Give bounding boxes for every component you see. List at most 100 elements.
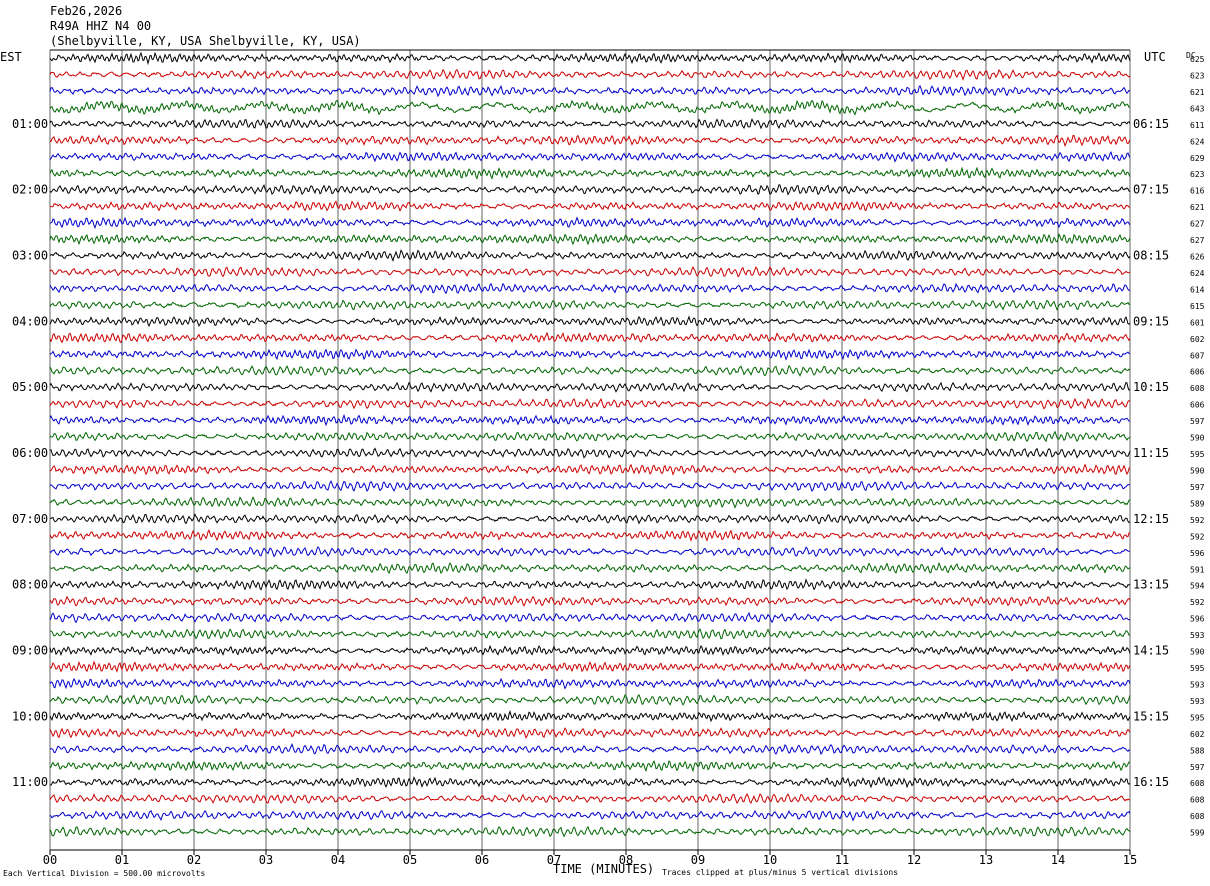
trace-group [49, 51, 1131, 838]
right-hour-label: 16:15 [1133, 775, 1169, 789]
seismic-trace-row [49, 299, 1131, 311]
x-tick-labels: 00 01 02 03 04 05 06 07 08 09 10 11 12 13 14 15 [43, 853, 1137, 867]
right-hour-label: 09:15 [1133, 314, 1169, 328]
dc-offset-value: 626 [1190, 253, 1205, 262]
right-hour-label: 11:15 [1133, 446, 1169, 460]
x-tick-label: 03 [259, 853, 273, 867]
dc-offset-value: 591 [1190, 565, 1205, 574]
dc-offset-value: 607 [1190, 351, 1205, 360]
seismic-trace-row [49, 742, 1131, 756]
x-tick-label: 05 [403, 853, 417, 867]
left-hour-label: 08:00 [12, 578, 48, 592]
dc-offset-value: 615 [1190, 302, 1205, 311]
dc-offset-value: 599 [1190, 829, 1205, 838]
seismic-trace-row [49, 183, 1131, 196]
dc-offset-value: 590 [1190, 648, 1205, 657]
dc-offset-value: 602 [1190, 730, 1205, 739]
x-tick-label: 11 [835, 853, 849, 867]
seismic-trace-row [49, 99, 1131, 116]
dc-offset-value: 601 [1190, 318, 1205, 327]
x-tick-label: 10 [763, 853, 777, 867]
right-hour-label: 10:15 [1133, 380, 1169, 394]
x-tick-label: 07 [547, 853, 561, 867]
seismic-trace-row [49, 628, 1131, 640]
left-hour-label: 01:00 [12, 117, 48, 131]
seismic-trace-row [49, 282, 1131, 295]
seismic-trace-row [49, 68, 1131, 81]
x-tick-label: 13 [979, 853, 993, 867]
dc-offset-value: 616 [1190, 187, 1205, 196]
dc-offset-value: 588 [1190, 746, 1205, 755]
dc-offset-value: 595 [1190, 450, 1205, 459]
seismic-trace-row [49, 265, 1131, 278]
seismic-trace-row [49, 644, 1131, 657]
seismic-trace-row [49, 513, 1131, 525]
dc-offset-value: 606 [1190, 401, 1205, 410]
clip-note: Traces clipped at plus/minus 5 vertical … [662, 868, 898, 877]
right-hour-label: 13:15 [1133, 578, 1169, 592]
seismic-trace-row [49, 51, 1131, 66]
dc-offset-value: 590 [1190, 434, 1205, 443]
dc-offset-value: 608 [1190, 796, 1205, 805]
station-location: (Shelbyville, KY, USA Shelbyville, KY, U… [50, 34, 361, 48]
dc-offset-value: 592 [1190, 598, 1205, 607]
dc-offset-value: 643 [1190, 104, 1205, 113]
dc-offset-value: 614 [1190, 285, 1205, 294]
seismic-trace-row [49, 809, 1131, 822]
seismic-trace-row [49, 134, 1131, 147]
x-tick-label: 14 [1051, 853, 1065, 867]
dc-offset-value: 594 [1190, 582, 1205, 591]
x-tick-label: 06 [475, 853, 489, 867]
left-hour-label: 04:00 [12, 314, 48, 328]
x-axis-title: TIME (MINUTES) [553, 862, 654, 876]
seismic-trace-row [49, 694, 1131, 706]
seismic-trace-row [49, 546, 1131, 558]
seismic-trace-row [49, 710, 1131, 723]
seismic-trace-row [49, 200, 1131, 212]
dc-offset-labels: 625 623 621 643 611 624 629 623 616 621 627 627 626 6… [1190, 55, 1205, 838]
right-hour-label: 12:15 [1133, 512, 1169, 526]
dc-offset-value: 608 [1190, 812, 1205, 821]
dc-offset-value: 597 [1190, 763, 1205, 772]
right-timezone-label: UTC [1144, 50, 1166, 64]
dc-offset-value: 629 [1190, 154, 1205, 163]
x-tick-label: 04 [331, 853, 345, 867]
x-tick-label: 00 [43, 853, 57, 867]
dc-offset-value: 593 [1190, 631, 1205, 640]
x-tick-label: 01 [115, 853, 129, 867]
seismic-trace-row [49, 233, 1131, 246]
dc-offset-value: 608 [1190, 779, 1205, 788]
left-hour-label: 11:00 [12, 775, 48, 789]
seismic-trace-row [49, 561, 1131, 575]
seismic-trace-row [49, 480, 1131, 493]
dc-offset-value: 624 [1190, 269, 1205, 278]
dc-offset-value: 621 [1190, 88, 1205, 97]
dc-offset-value: 593 [1190, 697, 1205, 706]
left-hour-label: 07:00 [12, 512, 48, 526]
dc-offset-value: 627 [1190, 220, 1205, 229]
seismic-trace-row [49, 578, 1131, 591]
seismic-trace-row [49, 759, 1131, 773]
dc-offset-value: 608 [1190, 384, 1205, 393]
left-hour-label: 02:00 [12, 183, 48, 197]
right-hour-label: 06:15 [1133, 117, 1169, 131]
right-hour-label: 08:15 [1133, 249, 1169, 263]
seismic-trace-row [49, 151, 1131, 163]
seismic-trace-row [49, 117, 1131, 130]
dc-offset-value: 627 [1190, 236, 1205, 245]
hour-labels: 01:00 02:00 03:00 04:00 05:00 06:00 07:00 08:00… [12, 117, 1169, 789]
seismic-trace-row [49, 430, 1131, 443]
seismic-trace-row [49, 447, 1131, 459]
dc-offset-value: 624 [1190, 137, 1205, 146]
x-tick-label: 15 [1123, 853, 1137, 867]
dc-offset-value: 611 [1190, 121, 1205, 130]
seismic-trace-row [49, 364, 1131, 377]
seismic-trace-row [49, 611, 1131, 624]
dc-offset-value: 592 [1190, 532, 1205, 541]
left-hour-label: 03:00 [12, 249, 48, 263]
seismic-trace-row [49, 825, 1131, 838]
right-hour-label: 15:15 [1133, 709, 1169, 723]
seismic-trace-row [49, 166, 1131, 180]
seismic-trace-row [49, 793, 1131, 805]
